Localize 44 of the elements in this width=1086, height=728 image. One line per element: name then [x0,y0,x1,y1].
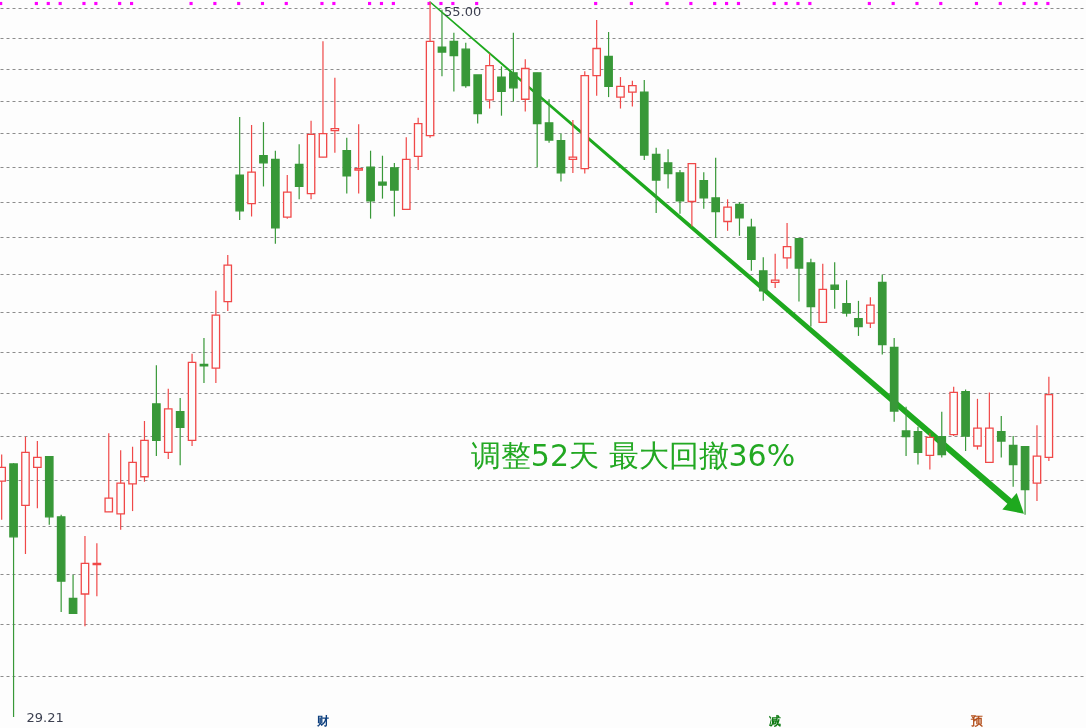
candlestick [175,397,185,466]
annotation: 减 [769,714,782,728]
candlestick [318,40,328,158]
annotation: 财 [315,714,329,728]
candlestick [758,256,768,302]
candlestick [294,143,304,200]
annotation: 预 [970,714,985,728]
annotation: 29.21 [26,710,64,725]
candlestick [128,446,137,512]
candlestick [782,222,792,270]
candlestick [842,279,851,318]
annotation: 55.00 [444,4,482,19]
candlestick [866,296,875,329]
candlestick [628,80,637,107]
candlestick [937,411,947,459]
candlestick [901,406,911,457]
candlestick [378,155,387,200]
candlestick [925,432,935,471]
candlestick [616,76,625,110]
candlestick [913,426,923,466]
candlestick [723,198,732,232]
candlestick [68,574,78,615]
candlestick [354,123,364,195]
candlestick [735,201,744,237]
candlestick [104,432,114,513]
candlestick [544,98,554,144]
candlestick [830,261,840,310]
candlestick [1008,435,1018,488]
annotation: 调整52天 最大回撤36% [470,438,796,473]
candlestick [497,65,506,117]
candlestick [259,121,268,188]
candlestick [996,415,1006,459]
candlestick [663,148,673,190]
candlestick [711,157,721,239]
candlestick [33,440,42,509]
candlestick [854,300,863,337]
candlestick [437,9,447,77]
candlestick [699,171,709,210]
candlestick [199,337,209,384]
candlestick [509,32,518,102]
candlestick [973,398,982,451]
candlestick [390,162,399,218]
candlestick [449,32,459,92]
candlestick [770,253,780,289]
